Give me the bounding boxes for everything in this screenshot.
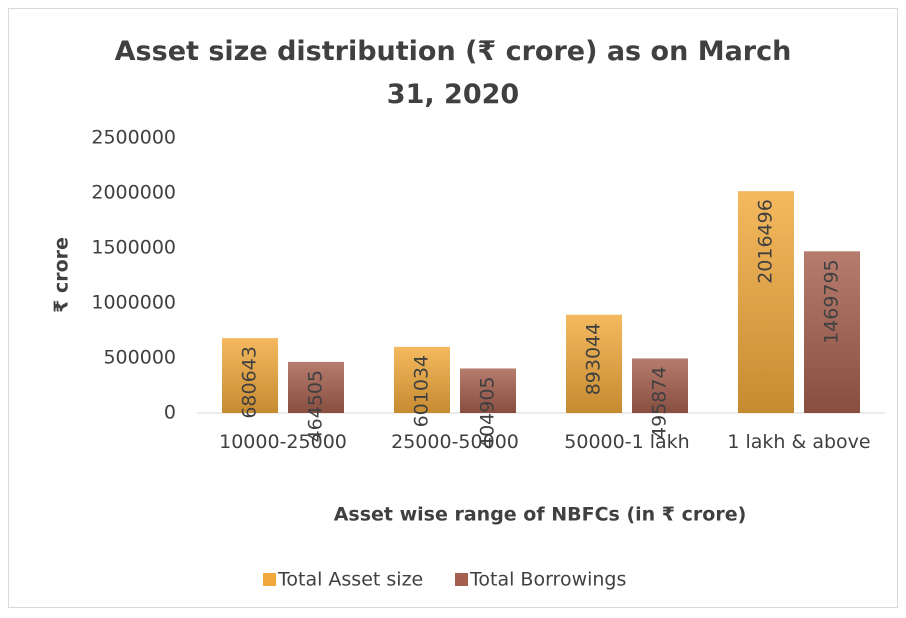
x-tick-label: 10000-25000 — [219, 431, 347, 453]
data-label: 495874 — [649, 366, 671, 439]
data-label: 404905 — [477, 376, 499, 449]
y-tick-label: 0 — [164, 402, 176, 424]
chart-title: Asset size distribution (₹ crore) as on … — [114, 36, 792, 110]
x-tick-label: 1 lakh & above — [727, 431, 871, 453]
legend-swatch — [455, 573, 468, 586]
x-axis-title: Asset wise range of NBFCs (in ₹ crore) — [334, 504, 747, 526]
y-tick-label: 2000000 — [91, 182, 176, 204]
data-label: 601034 — [411, 355, 433, 428]
y-tick-label: 2500000 — [91, 127, 176, 149]
legend-swatch — [263, 573, 276, 586]
y-tick-label: 1500000 — [91, 237, 176, 259]
legend-label: Total Borrowings — [469, 569, 626, 591]
y-tick-label: 500000 — [103, 347, 176, 369]
y-axis-title: ₹ crore — [51, 237, 73, 313]
data-label: 680643 — [239, 346, 261, 419]
y-tick-label: 1000000 — [91, 292, 176, 314]
data-label: 2016496 — [755, 199, 777, 284]
x-tick-label: 25000-50000 — [391, 431, 519, 453]
data-label: 893044 — [583, 323, 605, 396]
legend-label: Total Asset size — [277, 569, 423, 591]
x-tick-label: 50000-1 lakh — [564, 431, 690, 453]
data-label: 464505 — [305, 370, 327, 443]
data-label: 1469795 — [821, 259, 843, 344]
